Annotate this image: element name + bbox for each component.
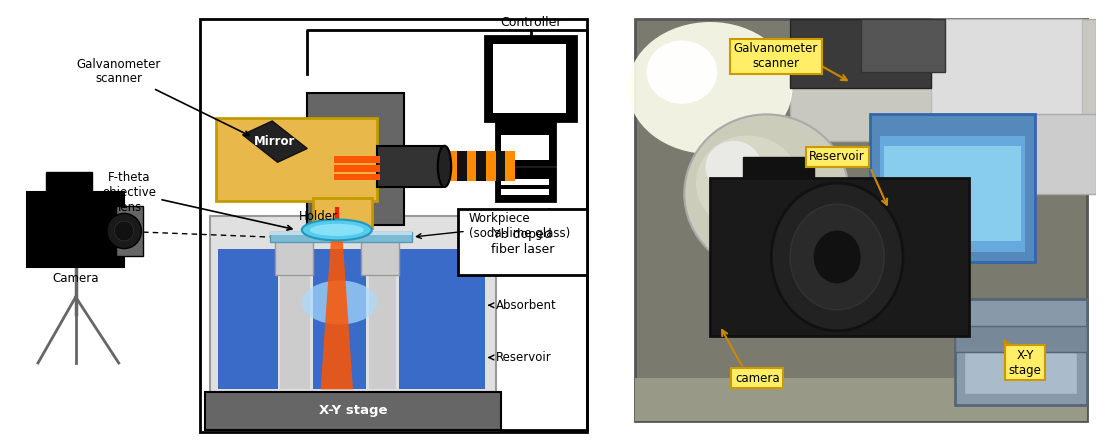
Polygon shape (216, 118, 377, 201)
Polygon shape (275, 239, 312, 275)
Polygon shape (334, 174, 380, 180)
Polygon shape (496, 151, 505, 181)
Text: camera: camera (735, 372, 779, 385)
Polygon shape (870, 114, 1035, 262)
Polygon shape (269, 232, 412, 235)
Polygon shape (790, 19, 931, 88)
Polygon shape (954, 326, 1087, 352)
Polygon shape (505, 151, 515, 181)
Polygon shape (307, 93, 404, 225)
Text: F-theta
objective
lens: F-theta objective lens (103, 171, 292, 230)
Polygon shape (634, 19, 1087, 421)
Polygon shape (321, 232, 353, 389)
Ellipse shape (437, 146, 452, 187)
Polygon shape (457, 151, 466, 181)
Polygon shape (218, 249, 278, 389)
Polygon shape (312, 198, 372, 228)
Polygon shape (501, 135, 549, 160)
Polygon shape (280, 249, 310, 389)
Polygon shape (334, 165, 380, 172)
Ellipse shape (646, 40, 717, 104)
Polygon shape (501, 189, 549, 195)
Polygon shape (334, 156, 380, 163)
Text: Galvanometer
scanner: Galvanometer scanner (76, 58, 249, 136)
Ellipse shape (302, 281, 377, 324)
Polygon shape (269, 232, 412, 242)
Circle shape (107, 213, 142, 249)
Polygon shape (790, 19, 1096, 141)
Text: Reservoir: Reservoir (489, 351, 551, 364)
Polygon shape (979, 114, 1096, 194)
Polygon shape (447, 151, 457, 181)
Polygon shape (485, 36, 577, 121)
Text: Holder: Holder (299, 210, 338, 223)
Polygon shape (634, 378, 1087, 421)
Polygon shape (458, 209, 587, 275)
Text: Absorbent: Absorbent (489, 299, 557, 312)
Text: Yb doped
fiber laser: Yb doped fiber laser (490, 228, 555, 256)
Ellipse shape (684, 114, 849, 273)
Polygon shape (861, 19, 945, 72)
Circle shape (814, 231, 861, 283)
Text: Workpiece
(soda-lime glass): Workpiece (soda-lime glass) (416, 212, 570, 239)
Polygon shape (116, 206, 143, 256)
Text: Mirror: Mirror (255, 136, 296, 148)
Polygon shape (884, 146, 1021, 241)
Polygon shape (399, 249, 485, 389)
Polygon shape (964, 352, 1077, 394)
Polygon shape (361, 239, 399, 275)
Polygon shape (210, 216, 496, 392)
Ellipse shape (696, 136, 799, 231)
Polygon shape (493, 44, 566, 113)
Text: Reservoir: Reservoir (809, 150, 865, 163)
Polygon shape (242, 121, 307, 162)
Text: Z  stage: Z stage (328, 153, 384, 166)
Polygon shape (28, 193, 124, 267)
Polygon shape (46, 172, 92, 193)
Polygon shape (931, 19, 1082, 125)
Polygon shape (743, 157, 814, 178)
Polygon shape (476, 151, 486, 181)
Polygon shape (711, 178, 969, 336)
Polygon shape (496, 118, 555, 165)
Polygon shape (496, 168, 555, 201)
Polygon shape (369, 249, 396, 389)
Ellipse shape (628, 22, 793, 154)
Polygon shape (486, 151, 496, 181)
Text: X-Y
stage: X-Y stage (1008, 348, 1042, 377)
Text: X-Y stage: X-Y stage (319, 404, 387, 418)
Circle shape (114, 221, 134, 241)
Polygon shape (312, 249, 366, 389)
Ellipse shape (302, 220, 372, 240)
Ellipse shape (310, 224, 364, 236)
Polygon shape (501, 179, 549, 185)
Text: Controller: Controller (500, 15, 561, 29)
Text: Camera: Camera (52, 272, 99, 285)
Polygon shape (205, 392, 501, 430)
Circle shape (772, 183, 903, 331)
Polygon shape (879, 136, 1025, 252)
Text: Galvanometer
scanner: Galvanometer scanner (734, 42, 818, 70)
Circle shape (790, 204, 884, 310)
Polygon shape (954, 299, 1087, 405)
Ellipse shape (705, 141, 762, 194)
Polygon shape (466, 151, 476, 181)
Polygon shape (377, 146, 442, 187)
